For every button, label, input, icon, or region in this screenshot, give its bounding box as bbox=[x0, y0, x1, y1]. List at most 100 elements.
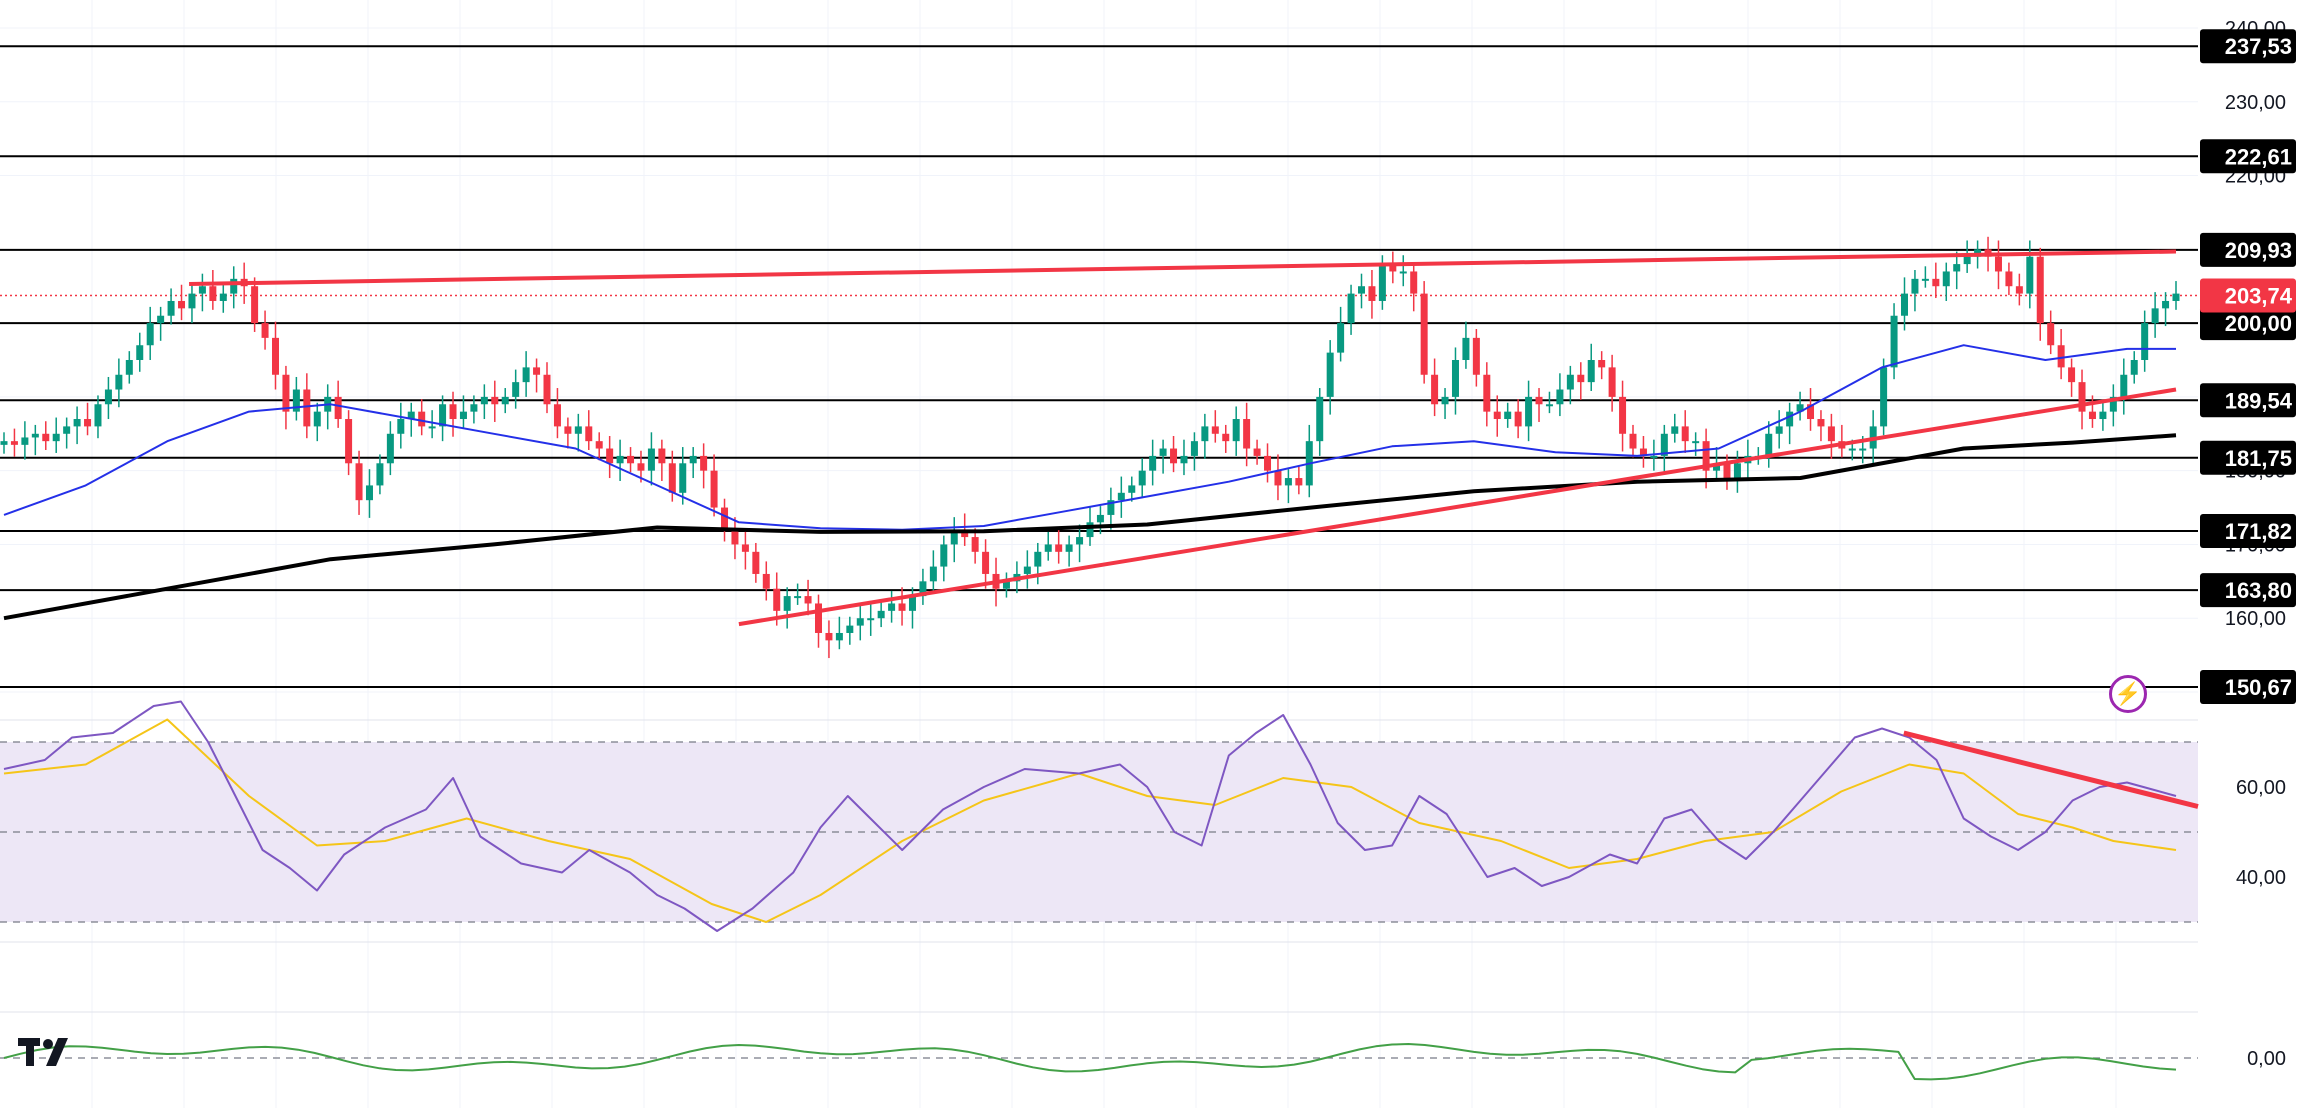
candle bbox=[773, 588, 781, 611]
candle bbox=[1890, 315, 1898, 368]
candle bbox=[1201, 426, 1209, 442]
candle bbox=[971, 537, 979, 552]
ma50-line bbox=[3, 344, 2176, 531]
candle bbox=[1065, 544, 1073, 552]
candle bbox=[1827, 426, 1835, 442]
candle bbox=[251, 286, 259, 324]
candle bbox=[2005, 271, 2013, 287]
candle bbox=[428, 426, 436, 429]
candle bbox=[825, 632, 833, 641]
candle bbox=[1598, 360, 1606, 368]
candle bbox=[1702, 441, 1710, 471]
candle bbox=[397, 419, 405, 434]
candle bbox=[31, 433, 39, 438]
candle bbox=[439, 404, 447, 427]
candle bbox=[1117, 492, 1125, 501]
candle bbox=[637, 463, 645, 471]
candle bbox=[522, 367, 530, 383]
candle bbox=[533, 367, 541, 375]
candle bbox=[1389, 264, 1397, 272]
candle bbox=[1608, 367, 1616, 397]
candle bbox=[2120, 374, 2128, 397]
candle bbox=[63, 426, 71, 434]
price-tick-label: 160,00 bbox=[2225, 608, 2286, 630]
candle bbox=[1994, 256, 2002, 272]
level-tag bbox=[2200, 306, 2296, 341]
momentum-line bbox=[3, 1043, 2177, 1081]
candle bbox=[1347, 293, 1355, 324]
candle bbox=[1002, 581, 1010, 589]
price-panel bbox=[0, 45, 2198, 721]
level-tag bbox=[2200, 232, 2296, 267]
candle bbox=[1577, 374, 1585, 383]
candle bbox=[1441, 396, 1449, 405]
candle bbox=[491, 396, 499, 405]
candle bbox=[898, 603, 906, 611]
candle bbox=[2099, 411, 2107, 420]
candle bbox=[2026, 256, 2034, 294]
candle bbox=[2078, 382, 2086, 412]
rsi-tick-label: 40,00 bbox=[2236, 867, 2286, 889]
candle bbox=[752, 551, 760, 574]
candle bbox=[721, 507, 729, 530]
level-tag bbox=[2200, 573, 2296, 608]
candle bbox=[1034, 551, 1042, 567]
level-tag bbox=[2200, 383, 2296, 418]
candle bbox=[1901, 293, 1908, 316]
candle bbox=[1807, 404, 1815, 420]
candle bbox=[334, 396, 342, 420]
level-tag-label: 222,61 bbox=[2225, 144, 2292, 169]
candle bbox=[512, 382, 520, 397]
candle bbox=[418, 411, 426, 427]
candle bbox=[574, 426, 582, 434]
candle bbox=[2130, 360, 2138, 375]
candle bbox=[365, 485, 373, 501]
candle bbox=[1138, 470, 1146, 486]
candle bbox=[1149, 455, 1157, 471]
candle bbox=[1713, 463, 1721, 471]
candle bbox=[157, 315, 165, 324]
candle bbox=[710, 470, 718, 508]
candle bbox=[1796, 404, 1804, 412]
candle bbox=[1462, 337, 1470, 360]
candle bbox=[52, 433, 60, 442]
candle bbox=[261, 323, 269, 338]
rsi-panel bbox=[0, 700, 2199, 943]
candle bbox=[84, 419, 92, 427]
rsi-trendline bbox=[1903, 730, 2199, 809]
candle bbox=[1942, 271, 1950, 287]
candle bbox=[543, 374, 551, 405]
candle bbox=[794, 596, 802, 599]
candle bbox=[1086, 522, 1094, 538]
candle bbox=[606, 448, 614, 464]
candle bbox=[689, 455, 697, 464]
candle bbox=[1629, 433, 1637, 449]
candle bbox=[1180, 455, 1188, 464]
candle bbox=[1284, 478, 1292, 486]
candle bbox=[595, 441, 603, 449]
candle bbox=[292, 389, 300, 412]
ma200-line bbox=[3, 433, 2177, 621]
rsi-line bbox=[3, 700, 2177, 932]
candle bbox=[2141, 323, 2149, 360]
candle bbox=[940, 544, 948, 567]
candle bbox=[355, 463, 363, 501]
level-tag-label: 181,75 bbox=[2225, 446, 2292, 471]
trendline bbox=[738, 387, 2177, 627]
candle bbox=[1963, 256, 1971, 265]
candle bbox=[1660, 433, 1668, 456]
candle bbox=[198, 286, 206, 294]
candle bbox=[1431, 374, 1439, 405]
candle bbox=[950, 529, 958, 545]
candle bbox=[668, 463, 676, 493]
level-tag-label: 171,82 bbox=[2225, 519, 2292, 544]
candle bbox=[178, 300, 186, 309]
candle bbox=[1368, 286, 1376, 301]
lightning-icon[interactable]: ⚡ bbox=[2109, 675, 2147, 713]
candle bbox=[1525, 396, 1533, 427]
level-tag bbox=[2200, 29, 2296, 64]
candle bbox=[1451, 360, 1459, 397]
candle bbox=[815, 603, 822, 633]
candle bbox=[0, 441, 8, 445]
